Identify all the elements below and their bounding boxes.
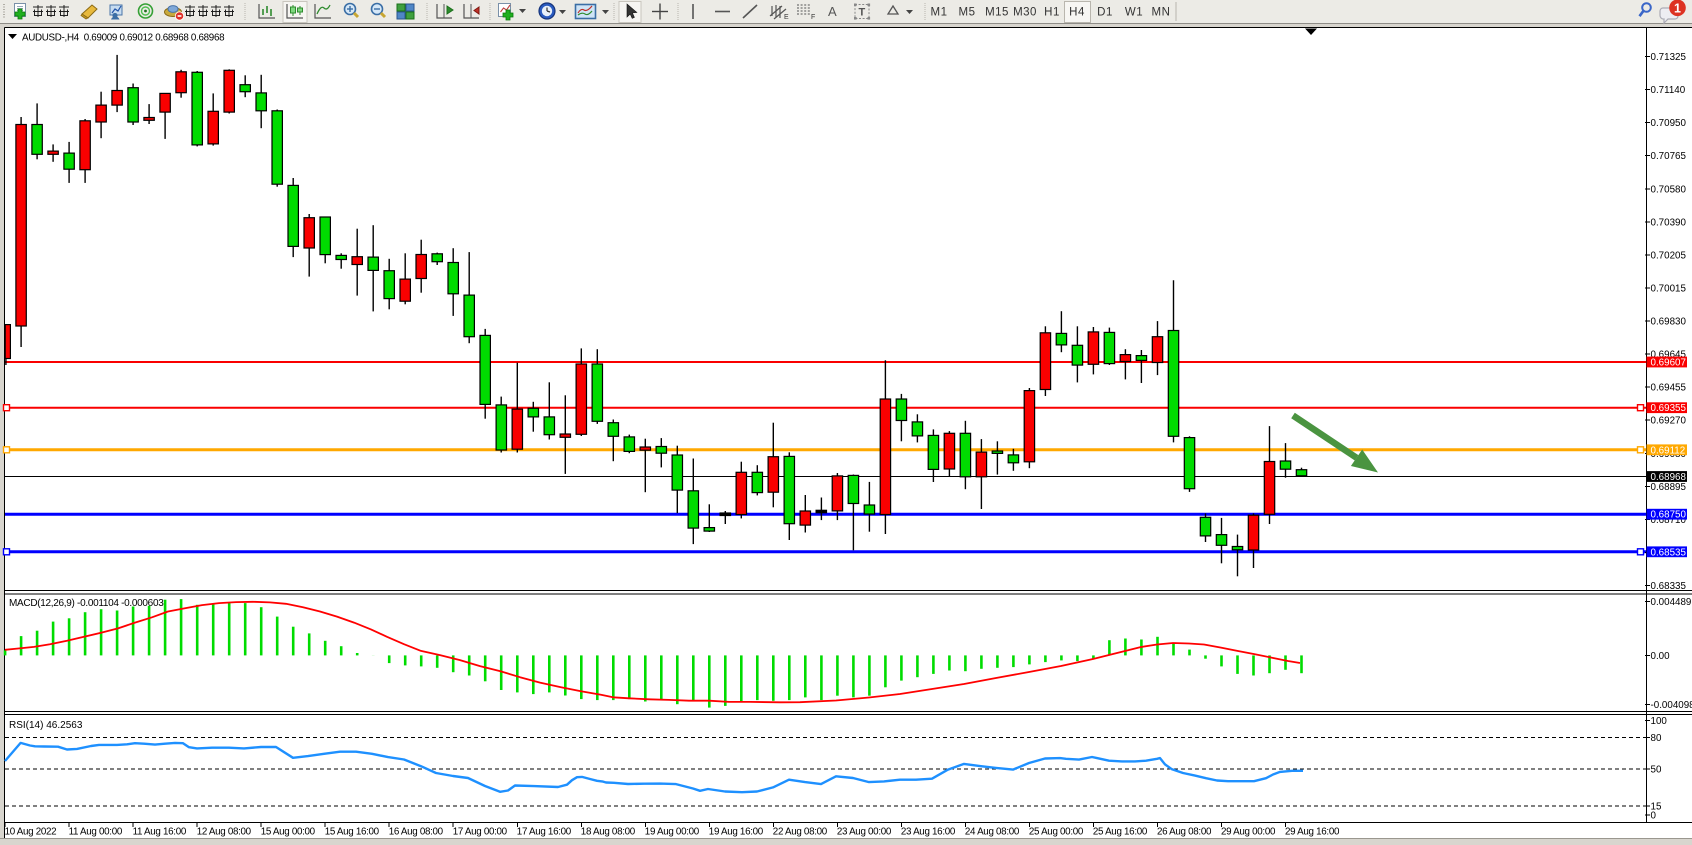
svg-text:25 Aug 16:00: 25 Aug 16:00 xyxy=(1093,827,1148,838)
svg-text:0.69270: 0.69270 xyxy=(1651,416,1687,427)
svg-text:16 Aug 08:00: 16 Aug 08:00 xyxy=(389,827,444,838)
svg-text:23 Aug 16:00: 23 Aug 16:00 xyxy=(901,827,956,838)
svg-text:F: F xyxy=(811,14,815,21)
svg-text:0.69645: 0.69645 xyxy=(1651,350,1687,361)
svg-text:0.69455: 0.69455 xyxy=(1651,383,1687,394)
svg-text:A: A xyxy=(828,4,837,19)
svg-text:15 Aug 16:00: 15 Aug 16:00 xyxy=(325,827,380,838)
svg-text:0.69355: 0.69355 xyxy=(1651,403,1687,414)
svg-text:M15: M15 xyxy=(985,7,1009,19)
svg-text:0.70390: 0.70390 xyxy=(1651,217,1687,228)
svg-text:11 Aug 16:00: 11 Aug 16:00 xyxy=(133,827,187,838)
svg-text:M30: M30 xyxy=(1013,7,1037,19)
svg-text:50: 50 xyxy=(1651,765,1662,776)
svg-text:MACD(12,26,9) -0.001104 -0.000: MACD(12,26,9) -0.001104 -0.000603 xyxy=(9,598,164,609)
svg-text:E: E xyxy=(784,14,789,21)
svg-text:RSI(14) 46.2563: RSI(14) 46.2563 xyxy=(9,720,83,731)
svg-text:0.68750: 0.68750 xyxy=(1651,510,1687,521)
svg-text:0: 0 xyxy=(1651,811,1657,822)
svg-text:100: 100 xyxy=(1651,716,1668,727)
svg-text:0.69830: 0.69830 xyxy=(1651,317,1687,328)
svg-text:26 Aug 08:00: 26 Aug 08:00 xyxy=(1157,827,1212,838)
svg-text:0.68710: 0.68710 xyxy=(1651,515,1687,526)
svg-text:H4: H4 xyxy=(1069,7,1085,19)
svg-text:17 Aug 16:00: 17 Aug 16:00 xyxy=(517,827,572,838)
svg-text:1: 1 xyxy=(1674,1,1681,15)
svg-text:0.70765: 0.70765 xyxy=(1651,151,1687,162)
svg-text:0.004489: 0.004489 xyxy=(1651,597,1692,608)
svg-text:MN: MN xyxy=(1152,7,1171,19)
svg-text:10 Aug 2022: 10 Aug 2022 xyxy=(5,827,57,838)
svg-text:18 Aug 08:00: 18 Aug 08:00 xyxy=(581,827,636,838)
svg-text:19 Aug 16:00: 19 Aug 16:00 xyxy=(709,827,764,838)
svg-text:0.69112: 0.69112 xyxy=(1651,445,1686,456)
svg-text:80: 80 xyxy=(1651,733,1662,744)
svg-text:11 Aug 00:00: 11 Aug 00:00 xyxy=(69,827,123,838)
svg-text:25 Aug 00:00: 25 Aug 00:00 xyxy=(1029,827,1084,838)
svg-text:0.68535: 0.68535 xyxy=(1651,547,1687,558)
svg-text:-0.004098: -0.004098 xyxy=(1651,700,1692,711)
svg-text:0.70580: 0.70580 xyxy=(1651,184,1687,195)
svg-text:M5: M5 xyxy=(959,7,976,19)
svg-text:0.70950: 0.70950 xyxy=(1651,118,1687,129)
svg-text:23 Aug 00:00: 23 Aug 00:00 xyxy=(837,827,892,838)
svg-text:15 Aug 00:00: 15 Aug 00:00 xyxy=(261,827,316,838)
svg-text:0.68895: 0.68895 xyxy=(1651,482,1687,493)
svg-text:29 Aug 16:00: 29 Aug 16:00 xyxy=(1285,827,1340,838)
svg-text:17 Aug 00:00: 17 Aug 00:00 xyxy=(453,827,508,838)
svg-text:M1: M1 xyxy=(931,7,948,19)
svg-text:0.71140: 0.71140 xyxy=(1651,85,1686,96)
svg-text:0.00: 0.00 xyxy=(1651,651,1671,662)
svg-text:0.68968: 0.68968 xyxy=(1651,472,1687,483)
svg-text:0.70015: 0.70015 xyxy=(1651,284,1687,295)
svg-text:0.70205: 0.70205 xyxy=(1651,250,1687,261)
svg-text:29 Aug 00:00: 29 Aug 00:00 xyxy=(1221,827,1276,838)
svg-text:0.71325: 0.71325 xyxy=(1651,52,1687,63)
svg-text:0.69607: 0.69607 xyxy=(1651,358,1686,369)
svg-text:0.68335: 0.68335 xyxy=(1651,581,1687,592)
svg-text:D1: D1 xyxy=(1097,7,1113,19)
svg-text:T: T xyxy=(859,7,866,19)
svg-text:15: 15 xyxy=(1651,802,1662,813)
svg-text:24 Aug 08:00: 24 Aug 08:00 xyxy=(965,827,1020,838)
svg-text:H1: H1 xyxy=(1044,7,1060,19)
svg-text:12 Aug 08:00: 12 Aug 08:00 xyxy=(197,827,252,838)
svg-text:19 Aug 00:00: 19 Aug 00:00 xyxy=(645,827,700,838)
svg-text:W1: W1 xyxy=(1125,7,1143,19)
svg-text:AUDUSD-,H4 0.69009 0.69012 0.: AUDUSD-,H4 0.69009 0.69012 0.68968 0.689… xyxy=(22,33,225,44)
svg-text:22 Aug 08:00: 22 Aug 08:00 xyxy=(773,827,828,838)
